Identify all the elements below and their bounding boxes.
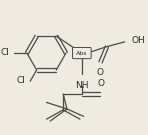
Text: NH: NH bbox=[75, 81, 89, 90]
Text: Abs: Abs bbox=[76, 51, 88, 56]
Text: Cl: Cl bbox=[17, 76, 25, 85]
Text: Cl: Cl bbox=[0, 48, 9, 57]
Text: OH: OH bbox=[131, 36, 145, 45]
FancyBboxPatch shape bbox=[73, 48, 91, 59]
Text: O: O bbox=[96, 68, 103, 77]
Text: O: O bbox=[98, 80, 105, 88]
